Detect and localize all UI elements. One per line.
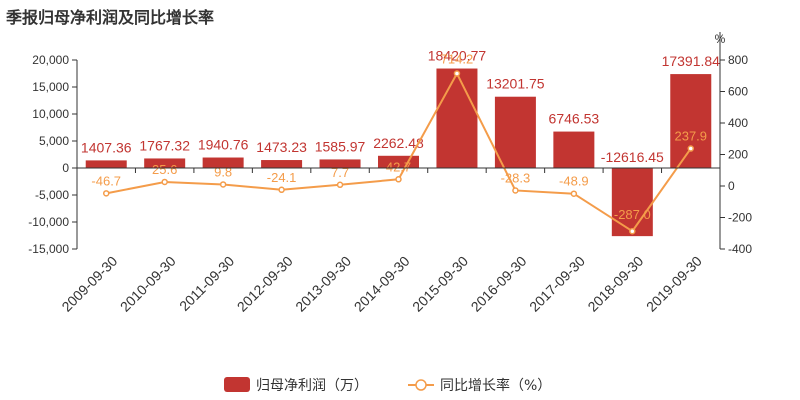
bar xyxy=(144,158,186,168)
growth-value-label: 42.7 xyxy=(386,159,411,174)
x-axis-tick-label: 2013-09-30 xyxy=(292,253,354,315)
right-axis: %800 600 400 200 0 -200 -400 xyxy=(715,32,752,256)
x-axis-tick-label: 2010-09-30 xyxy=(117,253,179,315)
left-axis-tick-label: 5,000 xyxy=(39,134,69,148)
x-axis-tick-label: 2009-09-30 xyxy=(58,253,120,315)
bar-value-label: 17391.84 xyxy=(662,53,721,69)
bar xyxy=(261,160,303,168)
bar xyxy=(319,159,361,168)
growth-point xyxy=(336,181,344,189)
right-axis-tick-label: 800 xyxy=(728,53,748,67)
bar-value-label: 18420.77 xyxy=(428,48,487,64)
bar-value-label: 1767.32 xyxy=(139,137,190,153)
legend-bar-label: 归母净利润（万） xyxy=(256,377,368,394)
growth-point xyxy=(219,181,227,188)
right-axis-tick-label: 0 xyxy=(728,179,735,193)
bar-value-label: 1585.97 xyxy=(315,138,366,154)
bar xyxy=(670,74,712,168)
growth-point xyxy=(278,186,285,194)
x-axis-tick-label: 2011-09-30 xyxy=(176,253,237,314)
bar-value-label: 1940.76 xyxy=(198,137,249,153)
x-axis-tick-label: 2017-09-30 xyxy=(526,253,588,315)
growth-value-label: 25.6 xyxy=(152,162,177,177)
bar-value-label: 13201.75 xyxy=(486,76,545,92)
bar xyxy=(494,96,536,168)
x-axis-tick-label: 2016-09-30 xyxy=(468,253,530,315)
bar-value-label: 1407.36 xyxy=(81,139,132,155)
left-axis-tick-label: -10,000 xyxy=(28,215,69,229)
left-axis-tick-label: 0 xyxy=(62,161,69,175)
left-axis-tick-label: -15,000 xyxy=(28,242,69,256)
left-axis-tick-label: 15,000 xyxy=(32,80,69,94)
bar xyxy=(202,157,244,168)
x-axis-tick-label: 2019-09-30 xyxy=(643,253,705,315)
right-axis-tick-label: -200 xyxy=(728,211,752,225)
growth-value-label: 7.7 xyxy=(331,165,349,180)
x-axis-tick-label: 2015-09-30 xyxy=(409,253,471,315)
growth-point xyxy=(512,187,519,194)
growth-point xyxy=(102,190,110,197)
legend-line-label: 同比增长率（%） xyxy=(440,377,551,394)
growth-point xyxy=(570,190,578,197)
growth-value-label: 237.9 xyxy=(674,129,707,144)
bar xyxy=(436,68,478,168)
right-axis-unit: % xyxy=(715,32,726,46)
right-axis-tick-label: 600 xyxy=(728,85,748,99)
legend-line-marker xyxy=(415,379,427,391)
left-axis-tick-label: -5,000 xyxy=(35,188,69,202)
bar-value-label: 6746.53 xyxy=(549,111,600,127)
growth-value-label: 714.2 xyxy=(441,52,474,67)
x-axis-tick-label: 2012-09-30 xyxy=(234,253,296,315)
bar-series: 1407.36 1767.32 1940.76 1473.23 1585.97 2262.… xyxy=(81,48,720,237)
right-axis-tick-label: 200 xyxy=(728,148,748,162)
left-axis-tick-label: 20,000 xyxy=(32,53,69,67)
right-axis-tick-label: 400 xyxy=(728,116,748,130)
bar-value-label: -12616.45 xyxy=(601,149,664,165)
growth-value-label: -48.9 xyxy=(559,174,589,189)
growth-value-label: -287.0 xyxy=(614,207,651,222)
growth-value-label: -28.3 xyxy=(501,170,531,185)
growth-point xyxy=(629,227,636,235)
chart-title: 季报归母净利润及同比增长率 xyxy=(6,8,215,27)
growth-value-label: -46.7 xyxy=(91,173,121,188)
bar-value-label: 2262.48 xyxy=(373,135,424,151)
growth-value-label: 9.8 xyxy=(214,164,232,179)
right-axis-tick-label: -400 xyxy=(728,242,752,256)
bar xyxy=(553,131,595,168)
x-axis-tick-label: 2018-09-30 xyxy=(584,253,646,315)
left-axis-tick-label: 10,000 xyxy=(32,107,69,121)
growth-point xyxy=(161,178,168,186)
growth-point xyxy=(395,176,402,183)
legend-bar-swatch xyxy=(224,377,250,392)
growth-value-label: -24.1 xyxy=(267,170,297,185)
legend[interactable]: 归母净利润（万） 同比增长率（%） xyxy=(224,377,551,394)
x-axis-tick-label: 2014-09-30 xyxy=(351,253,413,315)
growth-point xyxy=(453,70,461,77)
growth-point xyxy=(687,145,695,152)
bar-value-label: 1473.23 xyxy=(256,139,307,155)
bar xyxy=(611,168,653,237)
left-axis: 20,000 15,000 10,000 5,000 0 -5,000 -10,000 -15… xyxy=(28,53,78,256)
bar xyxy=(85,160,127,168)
